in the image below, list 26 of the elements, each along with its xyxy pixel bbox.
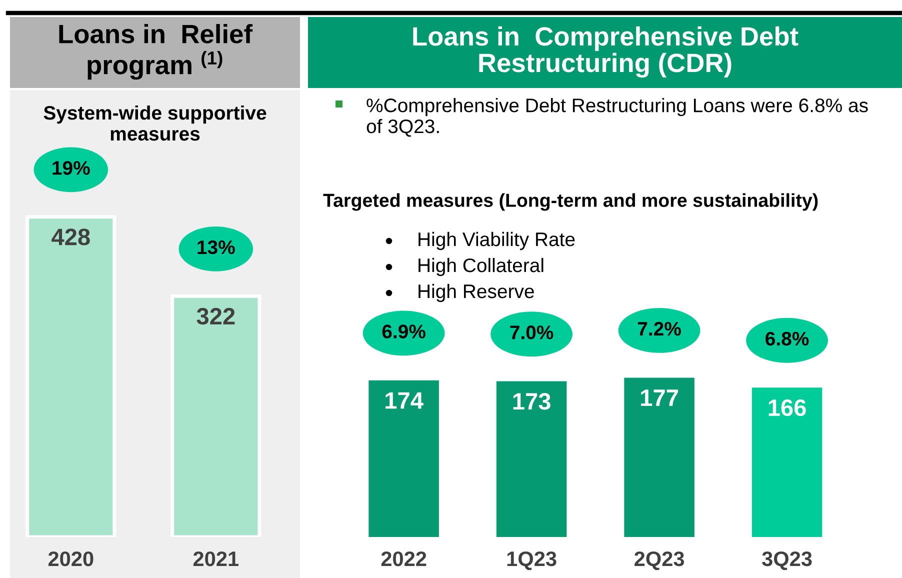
data-label: 173 [513, 393, 550, 410]
text: High Reserve [418, 284, 534, 302]
chart-title: Loans in Comprehensive Debt Restructuring (CDR) [413, 26, 798, 78]
annotation: 19% [52, 161, 90, 175]
text: Targeted measures (Long-term and more sustainability) [323, 193, 818, 211]
data-label: 428 [52, 228, 90, 246]
x-tick-label: 2022 [381, 551, 426, 566]
text: High Viability Rate [418, 232, 575, 250]
x-tick-label: 3Q23 [762, 551, 812, 570]
x-tick-label: 2020 [48, 551, 94, 566]
text: High Collateral [418, 258, 544, 276]
annotation: 7.2% [638, 322, 681, 336]
chart-title: Loans in Relief program $^{(1)}$ [59, 24, 253, 80]
annotation: 6.9% [382, 324, 426, 338]
annotation: 13% [198, 240, 235, 254]
data-label: 174 [386, 392, 424, 409]
x-tick-label: 2Q23 [634, 551, 684, 570]
annotation: 6.8% [766, 332, 809, 346]
x-tick-label: 1Q23 [507, 551, 556, 570]
data-label: 322 [196, 308, 235, 325]
data-label: 166 [768, 399, 806, 416]
chart-subtitle: System-wide supportive measures [44, 105, 266, 141]
x-tick-label: 2021 [193, 551, 238, 566]
data-label: 177 [641, 390, 678, 406]
text: %Comprehensive Debt Restructuring Loans were 6.8% as of 3Q23. [366, 98, 868, 137]
annotation: 7.0% [510, 326, 554, 340]
